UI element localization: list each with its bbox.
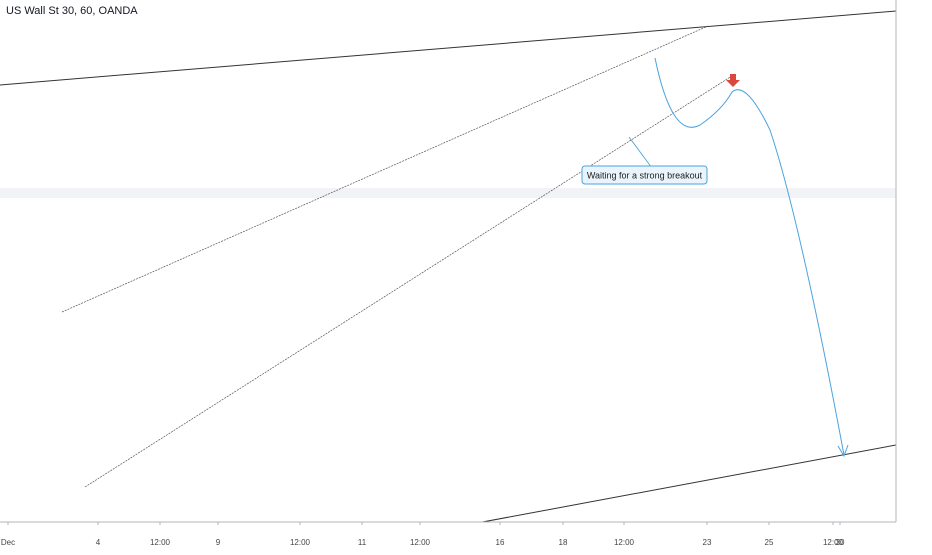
callout-pointer [628,136,653,169]
x-tick-label: 11 [358,538,367,547]
y-axis-bg [896,0,932,522]
x-tick-label: 9 [216,538,221,547]
x-axis-bg [0,522,932,550]
trend-line-upper [0,10,897,86]
down-arrow-icon [726,74,740,87]
x-tick-label: 12:00 [410,538,431,547]
x-tick-label: 18 [559,538,568,547]
projected-path [654,57,845,456]
x-tick-label: 12:00 [614,538,635,547]
callout-box [581,165,708,185]
channel-line-upper [61,25,709,313]
x-tick-label: 12:00 [150,538,171,547]
chart-title: US Wall St 30, 60, OANDA [6,5,138,17]
x-tick-label: 4 [96,538,101,547]
x-tick-label: 12:00 [290,538,311,547]
x-tick-label: 12:00 [823,538,844,547]
callout-text: Waiting for a strong breakout [587,171,703,181]
x-tick-label: 25 [765,538,774,547]
x-tick-label: 23 [703,538,712,547]
gray-band [0,188,896,198]
x-tick-label: 30 [836,538,845,547]
projected-path-arrowhead [837,444,849,458]
trend-line-lower [417,444,897,535]
x-tick-label: Dec [1,538,15,547]
x-tick-label: 16 [496,538,505,547]
channel-line-lower [84,73,736,488]
